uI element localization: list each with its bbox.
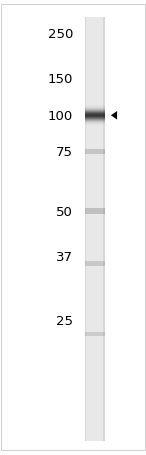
Text: 25: 25 — [56, 314, 73, 327]
Bar — [103, 18, 105, 441]
Bar — [85, 150, 105, 155]
Text: 250: 250 — [48, 28, 73, 40]
Bar — [85, 107, 105, 108]
Bar — [85, 110, 105, 111]
Bar — [85, 111, 105, 112]
Text: 100: 100 — [48, 110, 73, 122]
Text: 75: 75 — [56, 146, 73, 159]
Bar — [85, 117, 105, 118]
Bar — [85, 121, 105, 122]
Bar — [85, 125, 105, 126]
Bar — [85, 112, 105, 113]
Bar — [85, 118, 105, 119]
Bar — [85, 18, 86, 441]
Polygon shape — [111, 112, 117, 120]
Bar — [85, 333, 105, 336]
Bar — [85, 116, 105, 117]
Bar — [85, 262, 105, 266]
Bar — [85, 108, 105, 109]
Bar — [85, 124, 105, 125]
Bar — [85, 109, 105, 110]
Text: 37: 37 — [56, 251, 73, 263]
Bar — [85, 113, 105, 114]
Bar — [85, 122, 105, 123]
Bar — [85, 123, 105, 124]
Bar — [85, 114, 105, 115]
Bar — [85, 119, 105, 120]
Bar — [85, 209, 105, 214]
Bar — [85, 18, 105, 441]
Bar — [85, 120, 105, 121]
Text: 50: 50 — [56, 205, 73, 218]
Bar — [85, 106, 105, 107]
Bar — [85, 115, 105, 116]
Text: 150: 150 — [48, 73, 73, 86]
